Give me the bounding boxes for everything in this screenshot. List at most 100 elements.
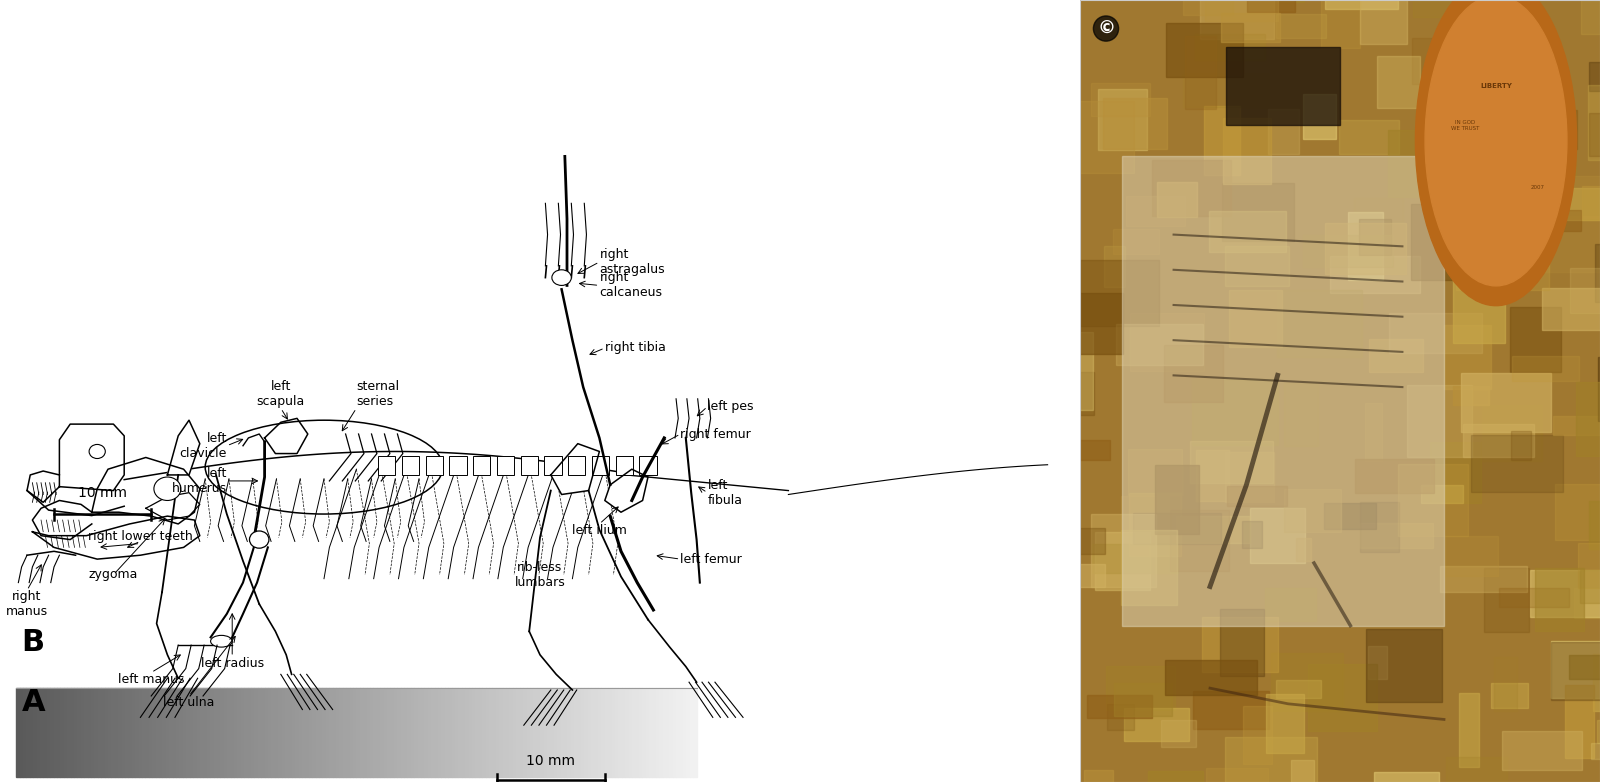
Bar bbox=[1182, 0, 1234, 15]
Bar bbox=[70, 687, 74, 777]
Bar bbox=[1496, 0, 1514, 22]
Bar bbox=[333, 687, 336, 777]
Text: ©: © bbox=[1098, 20, 1115, 38]
Bar bbox=[1482, 405, 1541, 461]
Bar bbox=[254, 687, 258, 777]
Bar bbox=[581, 687, 584, 777]
Bar bbox=[381, 687, 384, 777]
Bar bbox=[418, 687, 421, 777]
Bar bbox=[1570, 268, 1600, 313]
Bar bbox=[1165, 660, 1258, 694]
Bar bbox=[1086, 694, 1152, 719]
Bar bbox=[1205, 0, 1278, 21]
Bar bbox=[640, 456, 656, 475]
Bar bbox=[1266, 588, 1317, 621]
Bar bbox=[1166, 23, 1243, 77]
Bar bbox=[1229, 289, 1283, 347]
Bar bbox=[112, 687, 115, 777]
Bar bbox=[1358, 219, 1390, 255]
Bar bbox=[1133, 514, 1221, 544]
Bar bbox=[459, 687, 462, 777]
Text: right
astragalus: right astragalus bbox=[600, 248, 666, 276]
Bar bbox=[400, 687, 405, 777]
Bar bbox=[299, 687, 302, 777]
Bar bbox=[466, 687, 469, 777]
Bar bbox=[1325, 0, 1398, 9]
Bar bbox=[1147, 770, 1203, 782]
Bar bbox=[206, 687, 210, 777]
Bar bbox=[493, 687, 496, 777]
Bar bbox=[486, 687, 490, 777]
Bar bbox=[1171, 510, 1229, 571]
Bar bbox=[275, 687, 278, 777]
Bar bbox=[1270, 653, 1342, 711]
Bar bbox=[182, 687, 186, 777]
Bar bbox=[605, 687, 608, 777]
Bar bbox=[571, 687, 574, 777]
Bar bbox=[387, 687, 390, 777]
Bar bbox=[1512, 0, 1531, 13]
Bar bbox=[366, 687, 370, 777]
Bar bbox=[1347, 212, 1384, 280]
Bar bbox=[482, 687, 486, 777]
Bar bbox=[1194, 691, 1269, 729]
Bar bbox=[1074, 102, 1133, 173]
Bar bbox=[629, 687, 632, 777]
Bar bbox=[27, 687, 30, 777]
Bar bbox=[1550, 640, 1600, 698]
Text: 10 mm: 10 mm bbox=[526, 754, 576, 768]
Bar bbox=[149, 687, 152, 777]
Ellipse shape bbox=[250, 531, 269, 548]
Bar bbox=[1277, 290, 1362, 357]
Bar bbox=[30, 687, 34, 777]
Bar bbox=[1162, 720, 1197, 747]
Text: left
fibula: left fibula bbox=[707, 479, 742, 507]
Bar bbox=[91, 687, 94, 777]
Bar bbox=[272, 687, 275, 777]
Text: 10 mm: 10 mm bbox=[78, 486, 126, 500]
Bar bbox=[506, 687, 509, 777]
Bar bbox=[115, 687, 118, 777]
Bar bbox=[1360, 522, 1434, 548]
Bar bbox=[550, 687, 554, 777]
Bar bbox=[1467, 239, 1494, 289]
Bar bbox=[650, 687, 653, 777]
Bar bbox=[370, 687, 373, 777]
Bar bbox=[1226, 451, 1274, 502]
Bar bbox=[1302, 94, 1336, 139]
Bar bbox=[1283, 382, 1318, 447]
Bar bbox=[312, 687, 315, 777]
Bar bbox=[450, 456, 467, 475]
Bar bbox=[122, 687, 125, 777]
Bar bbox=[659, 687, 662, 777]
Bar bbox=[1512, 356, 1579, 381]
Bar bbox=[547, 687, 550, 777]
Bar bbox=[166, 687, 170, 777]
Bar bbox=[1128, 450, 1181, 495]
Bar bbox=[1552, 117, 1576, 176]
Text: sternal
series: sternal series bbox=[357, 380, 400, 408]
Bar bbox=[426, 456, 443, 475]
Bar bbox=[85, 687, 88, 777]
Bar bbox=[390, 687, 394, 777]
Bar bbox=[1250, 508, 1306, 563]
Bar bbox=[302, 687, 306, 777]
Bar bbox=[405, 687, 408, 777]
Bar bbox=[1056, 371, 1093, 415]
Bar bbox=[179, 687, 182, 777]
Bar bbox=[1470, 436, 1563, 492]
Bar bbox=[1200, 0, 1274, 38]
Bar bbox=[1592, 743, 1600, 759]
Bar bbox=[197, 687, 200, 777]
Bar bbox=[662, 687, 666, 777]
Bar bbox=[37, 687, 40, 777]
Bar bbox=[173, 687, 176, 777]
Bar bbox=[1206, 769, 1269, 782]
Bar bbox=[186, 687, 190, 777]
Bar bbox=[203, 687, 206, 777]
Bar bbox=[626, 687, 629, 777]
Bar bbox=[611, 687, 614, 777]
Polygon shape bbox=[550, 443, 600, 494]
Bar bbox=[1459, 693, 1480, 767]
Bar bbox=[1106, 665, 1174, 709]
